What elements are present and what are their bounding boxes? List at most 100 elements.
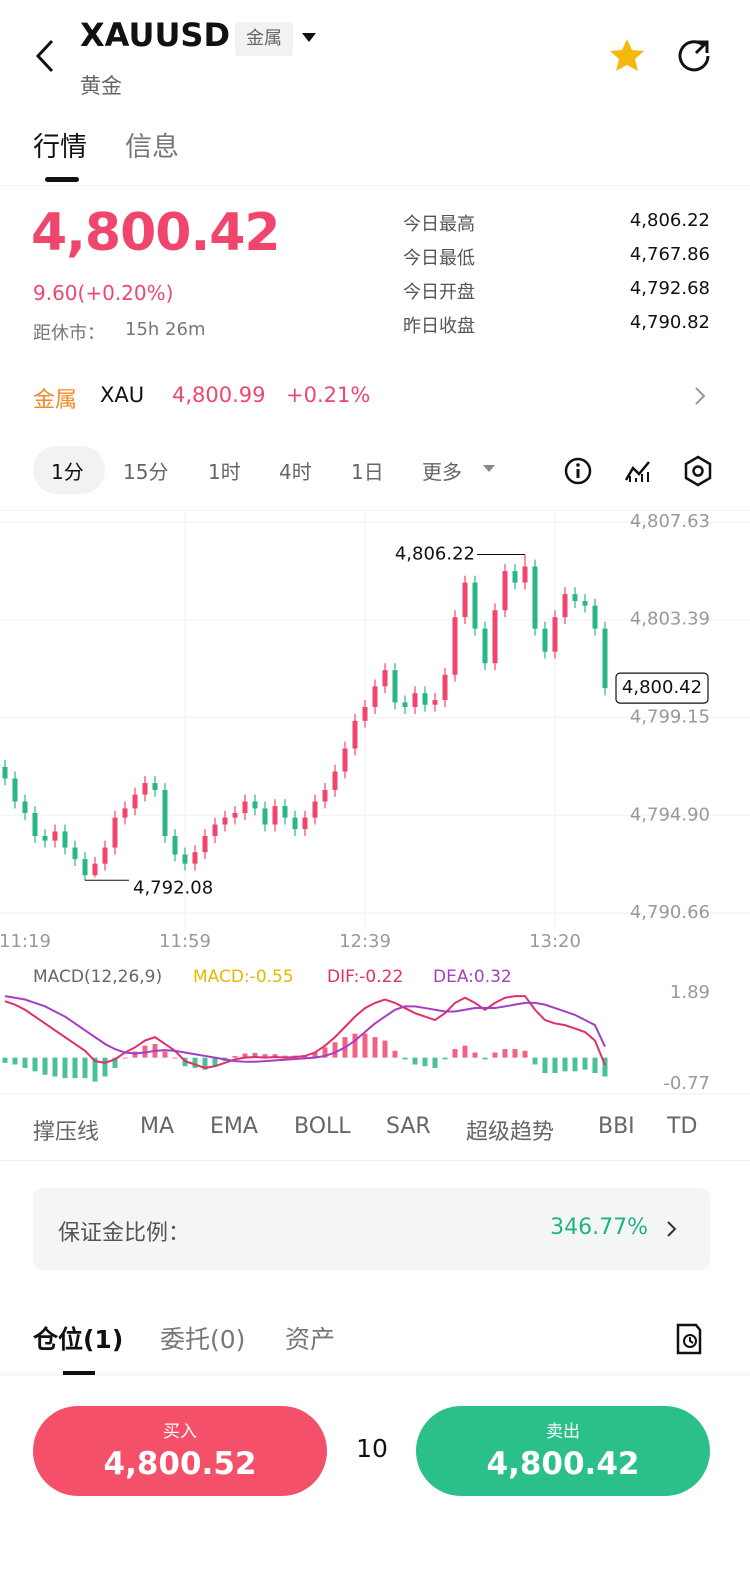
- margin-value: 346.77%: [550, 1215, 648, 1240]
- separator: [0, 510, 750, 511]
- macd-bar: [82, 1057, 88, 1079]
- candle-body: [422, 693, 428, 705]
- candle-body: [262, 808, 268, 825]
- interval[interactable]: 15分: [123, 460, 169, 484]
- share-button[interactable]: [676, 38, 712, 74]
- candle-body: [362, 707, 368, 721]
- chevron[interactable]: [666, 1220, 678, 1238]
- info-icon[interactable]: [563, 456, 593, 486]
- candle-body: [192, 852, 198, 864]
- interval[interactable]: 1分: [51, 460, 84, 484]
- candle-body: [42, 836, 48, 841]
- x-tick-label: 11:19: [0, 931, 51, 952]
- margin-card[interactable]: [33, 1188, 710, 1270]
- stat-value: 4,767.86: [629, 244, 710, 265]
- stat-value: 4,806.22: [629, 210, 710, 231]
- macd-bar: [282, 1055, 288, 1058]
- sell-button[interactable]: 卖出 4,800.42: [416, 1406, 710, 1496]
- legend-label: MACD:-0.55: [193, 967, 294, 987]
- legend-label: DEA:0.32: [433, 967, 512, 987]
- history-icon[interactable]: [674, 1322, 704, 1356]
- candle-body: [22, 801, 28, 814]
- candle-body: [272, 806, 278, 825]
- indicator-tab[interactable]: 撑压线: [33, 1120, 100, 1145]
- y-tick-label: 4,794.90: [630, 804, 710, 825]
- macd-bar: [252, 1052, 258, 1058]
- price-change: 9.60(+0.20%): [33, 281, 174, 305]
- macd-bar: [12, 1057, 18, 1065]
- candle-body: [452, 617, 458, 675]
- indicator-icon[interactable]: [623, 456, 653, 486]
- dropdown-icon[interactable]: [300, 32, 318, 44]
- settings-icon[interactable]: [683, 455, 713, 487]
- indicator-tab[interactable]: EMA: [210, 1114, 258, 1139]
- last-price-tag: [615, 672, 709, 704]
- market-tag: 金属: [235, 22, 293, 56]
- candle-body: [52, 831, 58, 841]
- macd-bar: [382, 1040, 388, 1058]
- candle-body: [332, 771, 338, 790]
- interval[interactable]: 1日: [351, 460, 384, 484]
- candle-body: [492, 610, 498, 664]
- indicator-tab[interactable]: SAR: [386, 1114, 431, 1139]
- macd-bar: [402, 1057, 408, 1060]
- macd-bar: [112, 1057, 118, 1068]
- candle-body: [282, 806, 288, 818]
- buy-button[interactable]: 买入 4,800.52: [33, 1406, 327, 1496]
- stat-label: 昨日收盘: [403, 316, 475, 337]
- candle-body: [562, 594, 568, 618]
- position-tab[interactable]: 资产: [285, 1325, 336, 1354]
- annotation-label: 4,792.08: [133, 877, 213, 898]
- symbol-title: XAUUSD: [80, 16, 231, 54]
- macd-bar: [72, 1057, 78, 1079]
- interval[interactable]: 1时: [208, 460, 241, 484]
- candle-body: [602, 628, 608, 689]
- candle-body: [372, 686, 378, 708]
- tab[interactable]: 信息: [125, 132, 179, 163]
- indicator-tab[interactable]: 超级趋势: [466, 1120, 555, 1145]
- y-tick-label: 4,799.15: [630, 706, 710, 727]
- quantity[interactable]: 10: [356, 1434, 388, 1463]
- candle-body: [522, 566, 528, 583]
- dropdown-icon[interactable]: [482, 464, 496, 474]
- last-price-label: 4,800.42: [622, 677, 702, 698]
- macd-bar: [592, 1057, 598, 1074]
- macd-bar: [362, 1033, 368, 1058]
- candle-body: [542, 628, 548, 652]
- indicator-tab[interactable]: TD: [667, 1114, 698, 1139]
- legend-label: DIF:-0.22: [327, 967, 403, 987]
- candle-body: [462, 582, 468, 618]
- indicator-tab[interactable]: BOLL: [294, 1114, 351, 1139]
- macd-bar: [52, 1057, 58, 1077]
- macd-bar: [162, 1051, 168, 1058]
- tab[interactable]: 行情: [33, 132, 87, 163]
- tab-indicator: [45, 177, 79, 182]
- macd-bar: [562, 1057, 568, 1072]
- candle-body: [252, 801, 258, 809]
- candle-body: [142, 783, 148, 795]
- candle-body: [12, 778, 18, 802]
- position-tab[interactable]: 委托(0): [160, 1325, 246, 1354]
- candle-body: [312, 801, 318, 818]
- chevron[interactable]: [693, 386, 707, 406]
- favorite-star[interactable]: [608, 37, 646, 75]
- macd-bar: [582, 1057, 588, 1070]
- indicator-tab[interactable]: BBI: [598, 1114, 635, 1139]
- candle-body: [242, 801, 248, 814]
- close-time: 15h 26m: [125, 319, 206, 340]
- interval[interactable]: 更多: [422, 460, 462, 484]
- back-button[interactable]: [32, 38, 58, 74]
- candle-body: [502, 571, 508, 611]
- related-symbol: XAU: [100, 383, 145, 407]
- macd-bar: [432, 1057, 438, 1068]
- macd-bar: [412, 1057, 418, 1065]
- stat-label: 今日最低: [403, 248, 475, 269]
- stat-value: 4,790.82: [629, 312, 710, 333]
- candle-body: [102, 847, 108, 864]
- position-tab[interactable]: 仓位(1): [33, 1325, 124, 1354]
- indicator-tab[interactable]: MA: [140, 1114, 175, 1139]
- candle-body: [162, 789, 168, 837]
- interval[interactable]: 4时: [279, 460, 312, 484]
- candle-body: [572, 594, 578, 602]
- macd-bar: [32, 1057, 38, 1072]
